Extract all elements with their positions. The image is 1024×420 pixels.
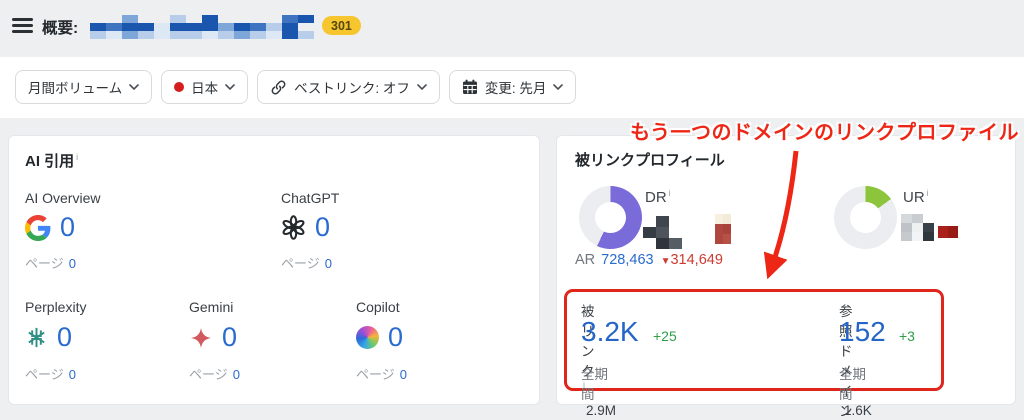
ai-item-name: Perplexity xyxy=(25,299,87,315)
annotation-text: もう一つのドメインのリンクプロファイル xyxy=(630,122,1019,144)
pages-row: ページ 0 xyxy=(25,256,76,271)
page-title: 概要: xyxy=(42,20,79,37)
info-icon[interactable]: i xyxy=(668,188,671,198)
filter-label: 月間ボリューム xyxy=(28,81,123,96)
ai-item-value-row: 0 xyxy=(25,322,72,353)
ref-domains-value[interactable]: 152 xyxy=(839,316,886,347)
chevron-down-icon xyxy=(225,84,235,90)
ur-donut-chart xyxy=(834,186,897,249)
japan-flag-dot-icon xyxy=(174,82,185,92)
info-icon[interactable]: i xyxy=(926,188,929,198)
filter-label: 日本 xyxy=(191,81,219,96)
filter-label: 変更: 先月 xyxy=(484,81,547,96)
menu-hamburger-icon[interactable] xyxy=(12,18,33,33)
ar-change: 314,649 xyxy=(670,252,723,268)
ai-citation-count[interactable]: 0 xyxy=(60,212,76,242)
pages-row: ページ 0 xyxy=(25,367,76,382)
pages-count[interactable]: 0 xyxy=(68,256,76,271)
metric-label: 参照ドメインi xyxy=(839,304,853,419)
perplexity-icon xyxy=(28,327,45,348)
copilot-icon xyxy=(356,326,379,349)
ai-item-value-row: 0 xyxy=(281,212,330,243)
gemini-icon xyxy=(191,327,211,348)
alltime-value: 2.9M xyxy=(586,403,617,418)
backlink-card-title: 被リンクプロフィール xyxy=(575,152,725,169)
link-icon xyxy=(271,80,286,94)
status-badge[interactable]: 301 xyxy=(322,16,361,35)
triangle-down-icon: ▼ xyxy=(660,256,671,267)
filter-country[interactable]: 日本 xyxy=(161,70,249,104)
ai-item-name: AI Overview xyxy=(25,190,101,206)
pages-count[interactable]: 0 xyxy=(68,367,76,382)
openai-icon xyxy=(282,215,305,240)
ref-domains-change: +3 xyxy=(899,328,915,344)
backlinks-value[interactable]: 3.2K xyxy=(581,316,639,347)
ur-label: UR i xyxy=(903,188,929,206)
filter-label: ベストリンク: オフ xyxy=(294,81,410,96)
ai-citations-card: AI 引用 i AI Overview 0 ページ 0 ChatGPT 0 xyxy=(8,135,540,405)
calendar-icon xyxy=(462,79,477,94)
filter-change-period[interactable]: 変更: 先月 xyxy=(448,70,577,104)
redacted-dr-value-mosaic xyxy=(643,216,682,249)
ai-card-title: AI 引用 i xyxy=(25,152,79,170)
redacted-ur-value-mosaic xyxy=(901,214,934,241)
chevron-down-icon xyxy=(129,84,139,90)
google-icon xyxy=(25,214,51,241)
filter-best-links[interactable]: ベストリンク: オフ xyxy=(257,70,440,104)
pages-count[interactable]: 0 xyxy=(324,256,332,271)
redacted-dr-change-mosaic xyxy=(715,214,731,244)
redacted-domain-mosaic xyxy=(90,15,314,39)
chevron-down-icon xyxy=(553,84,564,90)
ai-item-name: Copilot xyxy=(356,299,400,315)
ai-citation-count[interactable]: 0 xyxy=(315,212,331,242)
alltime-value: 1.6K xyxy=(844,403,872,418)
ai-item-value-row: 0 xyxy=(25,212,75,243)
ai-item-value-row: 0 xyxy=(356,322,403,353)
ai-citation-count[interactable]: 0 xyxy=(388,322,404,352)
backlinks-change: +25 xyxy=(653,328,677,344)
redacted-ur-change-mosaic xyxy=(938,226,958,238)
filter-monthly-volume[interactable]: 月間ボリューム xyxy=(15,70,153,104)
chevron-down-icon xyxy=(417,84,427,90)
ai-citation-count[interactable]: 0 xyxy=(222,322,238,352)
alltime-row: 全期間1.6K xyxy=(839,367,872,418)
ai-item-value-row: 0 xyxy=(189,322,237,353)
info-icon[interactable]: i xyxy=(76,152,79,162)
ar-row: AR 728,463 ▼314,649 xyxy=(575,252,723,268)
dr-label: DR i xyxy=(645,188,671,206)
metric-label: 被リンクi xyxy=(581,304,595,390)
info-icon[interactable]: i xyxy=(583,380,585,390)
pages-count[interactable]: 0 xyxy=(399,367,407,382)
alltime-row: 全期間2.9M xyxy=(581,367,617,418)
ar-value[interactable]: 728,463 xyxy=(601,252,654,268)
backlink-profile-card: 被リンクプロフィール DR i AR 728,463 ▼314,649 UR i 被リン… xyxy=(556,135,1016,419)
ai-item-name: ChatGPT xyxy=(281,190,340,206)
ai-item-name: Gemini xyxy=(189,299,234,315)
highlight-red-box: 被リンクi 3.2K +25 全期間2.9M 参照ドメインi 152 +3 全期… xyxy=(564,289,944,419)
pages-row: ページ 0 xyxy=(356,367,407,382)
pages-row: ページ 0 xyxy=(189,367,240,382)
pages-row: ページ 0 xyxy=(281,256,332,271)
ai-citation-count[interactable]: 0 xyxy=(57,322,73,352)
dr-donut-chart xyxy=(579,186,642,249)
pages-count[interactable]: 0 xyxy=(232,367,240,382)
ar-label: AR xyxy=(575,252,596,268)
